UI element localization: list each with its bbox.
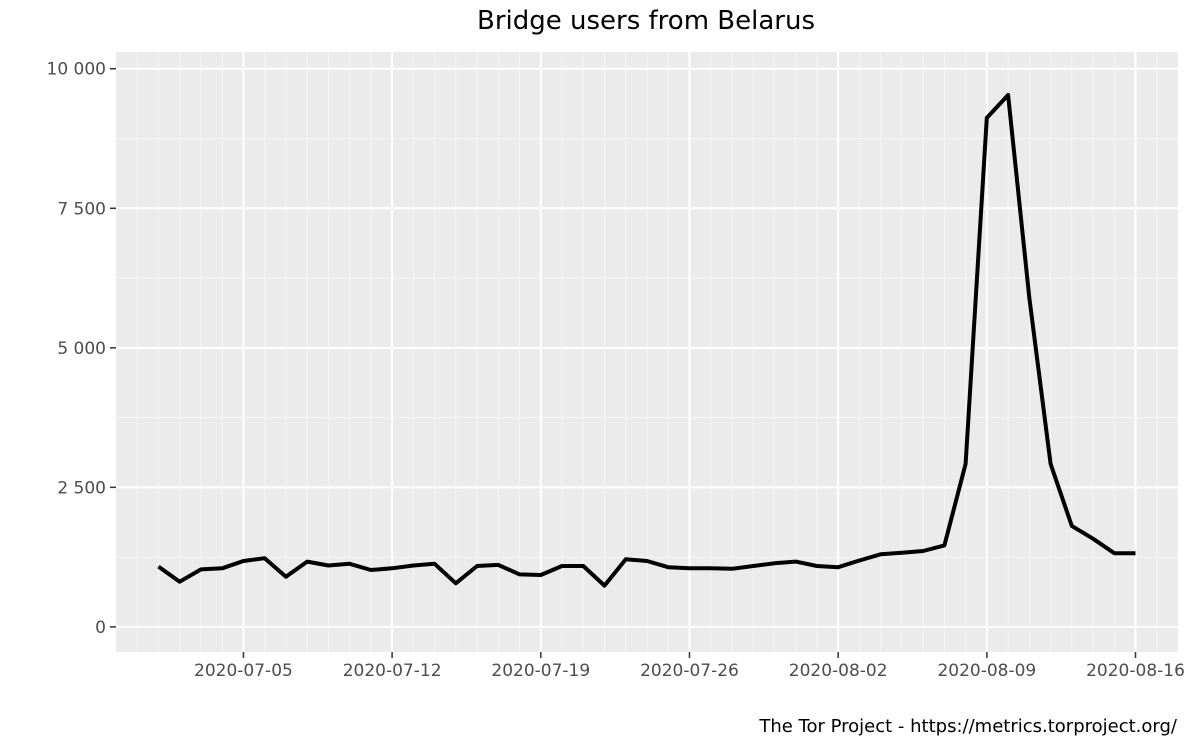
chart-caption: The Tor Project - https://metrics.torpro…: [759, 716, 1177, 737]
x-tick-label: 2020-08-16: [1086, 661, 1185, 681]
x-tick-label: 2020-07-26: [640, 661, 739, 681]
series-line: [157, 93, 1136, 588]
x-tick-label: 2020-08-09: [937, 661, 1036, 681]
x-tick-label: 2020-07-05: [194, 661, 293, 681]
y-tick-label: 2 500: [57, 478, 106, 498]
y-tick-label: 7 500: [57, 199, 106, 219]
x-tick-label: 2020-07-12: [343, 661, 442, 681]
y-tick-label: 5 000: [57, 339, 106, 359]
chart-title: Bridge users from Belarus: [476, 6, 815, 36]
x-tick-label: 2020-07-19: [491, 661, 590, 681]
y-tick-label: 0: [95, 618, 106, 638]
y-tick-label: 10 000: [47, 60, 106, 80]
x-tick-label: 2020-08-02: [789, 661, 888, 681]
